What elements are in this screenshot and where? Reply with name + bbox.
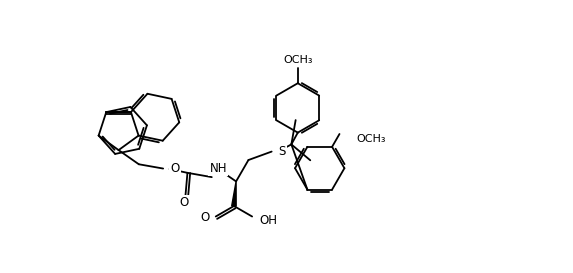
Text: OCH₃: OCH₃ <box>357 134 386 144</box>
Text: OH: OH <box>259 214 277 227</box>
Text: O: O <box>171 162 180 175</box>
Text: S: S <box>278 145 285 158</box>
Text: O: O <box>179 196 189 209</box>
Polygon shape <box>231 182 236 206</box>
Text: NH: NH <box>210 162 227 175</box>
Text: O: O <box>201 211 210 224</box>
Text: OCH₃: OCH₃ <box>283 55 312 64</box>
